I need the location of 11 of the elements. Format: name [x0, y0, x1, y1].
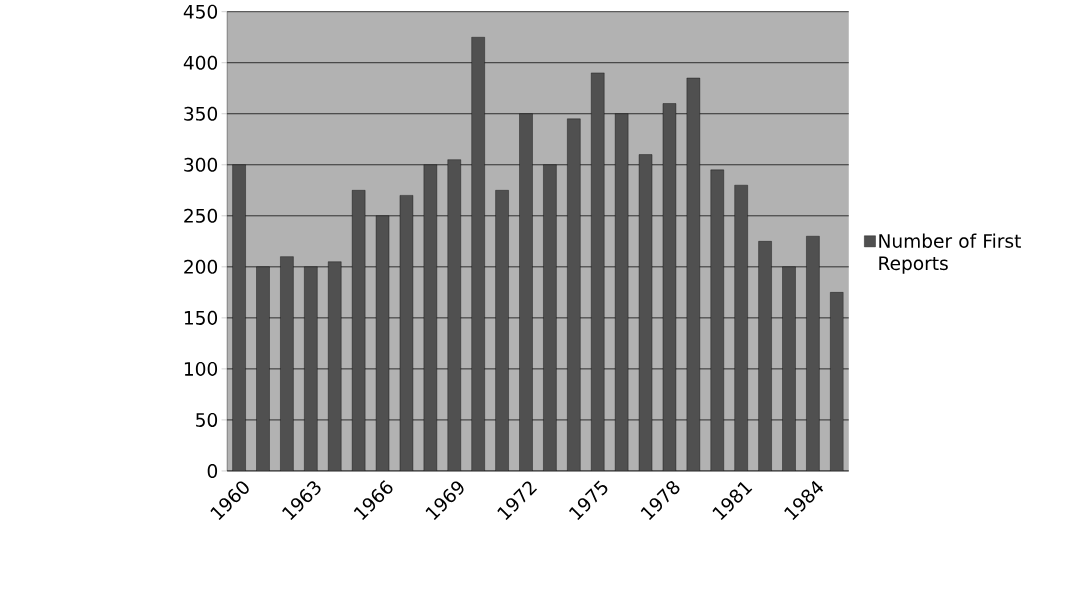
y-tick-label: 0 [207, 464, 218, 479]
y-tick-label: 150 [184, 311, 218, 326]
y-tick-label: 350 [184, 106, 218, 122]
y-tick-label: 200 [184, 260, 218, 275]
y-tick-label: 450 [183, 4, 218, 19]
y-tick-label: 400 [183, 55, 218, 70]
y-tick-label: 300 [184, 158, 218, 173]
y-tick-label: 100 [184, 362, 218, 377]
y-tick-label: 50 [196, 413, 218, 428]
y-tick-label: 250 [184, 209, 218, 224]
legend-label: Number of First Reports [879, 233, 1021, 275]
